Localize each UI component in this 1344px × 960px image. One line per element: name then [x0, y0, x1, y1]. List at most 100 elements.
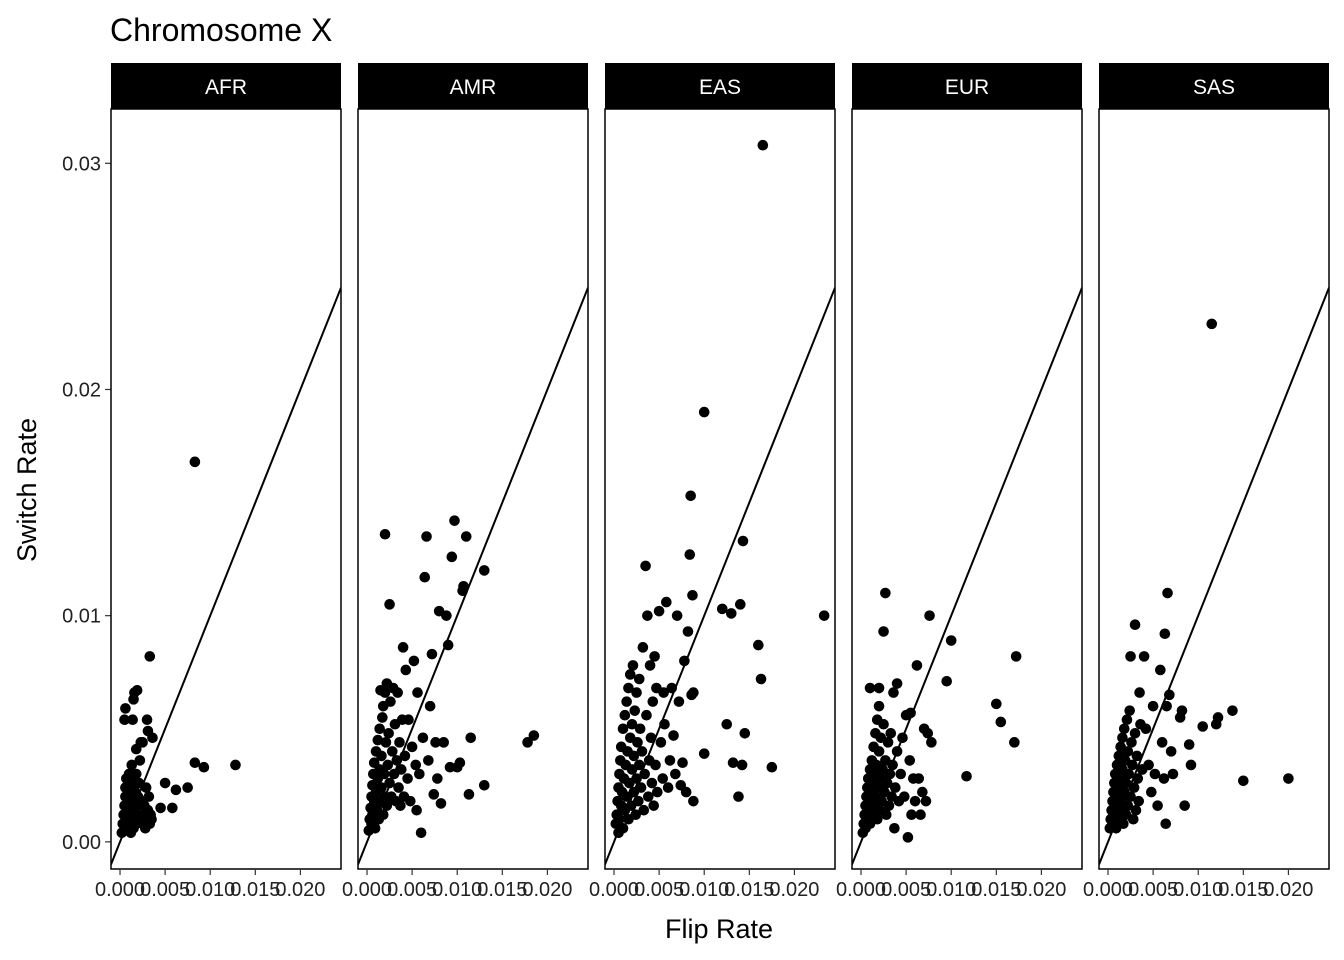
data-point: [628, 750, 640, 762]
data-point: [460, 531, 472, 542]
data-point: [399, 750, 411, 762]
y-axis-title: Switch Rate: [12, 418, 42, 562]
data-point: [1143, 759, 1154, 771]
data-point: [1197, 721, 1209, 732]
x-axis-title: Flip Rate: [665, 914, 773, 944]
x-tick-label: 0.020: [275, 879, 325, 901]
data-point: [438, 737, 449, 748]
data-point: [119, 714, 130, 726]
data-point: [670, 768, 681, 780]
data-point: [1138, 651, 1150, 662]
panel-border: [357, 108, 589, 870]
data-point: [716, 603, 728, 615]
data-point: [381, 800, 393, 811]
data-point: [664, 755, 676, 766]
data-point: [1159, 628, 1171, 640]
data-point: [170, 784, 182, 796]
data-point: [189, 456, 201, 468]
data-point: [626, 718, 638, 730]
data-point: [408, 655, 420, 667]
data-point: [1185, 759, 1197, 771]
data-point: [1176, 705, 1188, 716]
data-point: [698, 406, 710, 418]
data-point: [920, 795, 932, 807]
data-point: [386, 746, 398, 757]
data-point: [424, 700, 436, 712]
strip-header: [852, 63, 1082, 109]
data-point: [415, 827, 427, 839]
data-point: [887, 759, 898, 771]
data-point: [411, 804, 422, 816]
data-point: [911, 660, 923, 671]
data-point: [644, 660, 656, 671]
strip-label: AFR: [205, 76, 247, 99]
data-point: [198, 761, 210, 773]
data-point: [633, 673, 645, 685]
data-point: [922, 727, 934, 739]
data-point: [753, 639, 764, 651]
data-point: [617, 822, 629, 834]
x-tick-label: 0.005: [387, 879, 437, 901]
data-point: [441, 610, 452, 621]
data-point: [1147, 700, 1159, 712]
y-axis: 0.00 0.01 0.02 0.03: [62, 153, 111, 854]
data-point: [383, 727, 394, 739]
x-tick-label: 0.015: [971, 879, 1021, 901]
data-point: [688, 687, 699, 698]
data-point: [909, 795, 921, 807]
panel-border: [851, 108, 1083, 870]
data-point: [1125, 791, 1136, 802]
x-tick-label: 0.015: [1218, 879, 1268, 901]
data-point: [182, 782, 193, 793]
data-point: [646, 777, 658, 789]
data-point: [432, 773, 443, 784]
data-point: [687, 590, 698, 601]
data-point: [725, 608, 737, 619]
data-point: [1179, 800, 1190, 811]
data-point: [905, 707, 916, 719]
data-point: [638, 804, 650, 816]
strip-header: [605, 63, 835, 109]
data-point: [137, 737, 148, 748]
data-point: [478, 565, 490, 576]
data-point: [632, 737, 643, 748]
panel-plot-area: [1099, 287, 1329, 865]
data-point: [1120, 777, 1132, 789]
data-point: [645, 732, 657, 744]
data-point: [650, 759, 661, 771]
data-point: [1126, 737, 1137, 748]
data-point: [376, 782, 387, 793]
x-tick-label: 0.010: [432, 879, 482, 901]
data-point: [1117, 732, 1128, 744]
data-point: [1127, 759, 1138, 771]
data-point: [1227, 705, 1238, 716]
data-point: [1155, 664, 1166, 676]
data-point: [414, 768, 425, 780]
data-point: [629, 705, 641, 716]
data-point: [410, 759, 422, 771]
x-tick-label: 0.000: [836, 879, 886, 901]
data-point: [426, 648, 438, 660]
data-point: [147, 732, 158, 744]
data-point: [642, 791, 654, 802]
data-point: [630, 809, 641, 821]
data-point: [633, 759, 645, 771]
data-point: [403, 714, 414, 726]
x-tick-label: 0.005: [881, 879, 931, 901]
data-point: [1118, 818, 1129, 830]
x-tick-label: 0.015: [724, 879, 774, 901]
strip-label: AMR: [450, 76, 497, 99]
data-point: [1140, 723, 1152, 735]
data-point: [661, 596, 672, 608]
panel-border: [1098, 108, 1330, 870]
data-point: [463, 789, 475, 800]
data-point: [1129, 727, 1141, 739]
data-point: [146, 813, 157, 825]
data-point: [623, 682, 634, 694]
x-tick-label: 0.000: [342, 879, 392, 901]
